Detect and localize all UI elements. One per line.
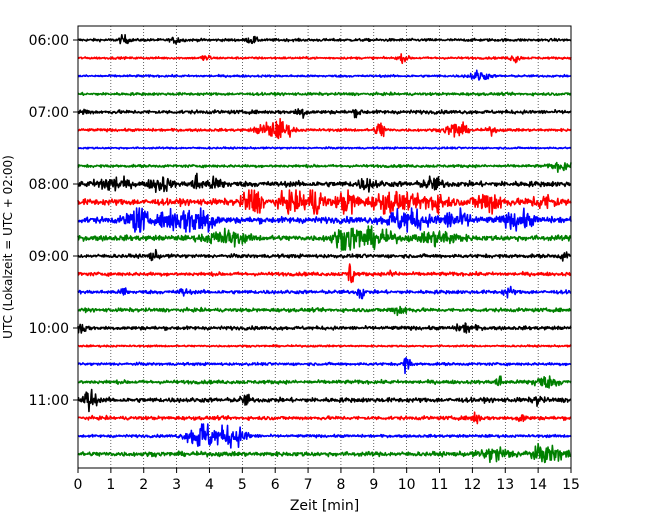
trace-0715 — [77, 117, 572, 140]
x-tick-label-4: 4 — [205, 477, 214, 493]
trace-1030 — [77, 357, 572, 375]
trace-0915 — [77, 263, 572, 284]
trace-0830 — [77, 207, 572, 233]
trace-0615 — [77, 53, 572, 65]
y-tick-label-0600: 06:00 — [29, 33, 69, 49]
plot-frame — [77, 25, 572, 469]
y-axis-ticks: 06:00 07:00 08:00 09:00 10:00 11:00 — [29, 33, 78, 409]
trace-0845 — [77, 225, 572, 251]
x-tick-label-2: 2 — [139, 477, 148, 493]
x-tick-label-13: 13 — [496, 477, 514, 493]
x-tick-label-9: 9 — [369, 477, 378, 493]
x-tick-label-7: 7 — [304, 477, 313, 493]
x-tick-label-12: 12 — [463, 477, 481, 493]
y-tick-label-1100: 11:00 — [29, 393, 69, 409]
trace-group — [77, 33, 572, 464]
trace-1130 — [77, 423, 572, 449]
trace-1000 — [77, 322, 572, 334]
x-tick-label-10: 10 — [398, 477, 416, 493]
x-axis-label: Zeit [min] — [290, 498, 359, 514]
x-tick-label-11: 11 — [431, 477, 449, 493]
trace-1100 — [77, 388, 572, 413]
y-tick-label-0900: 09:00 — [29, 249, 69, 265]
y-tick-label-0800: 08:00 — [29, 177, 69, 193]
x-tick-label-1: 1 — [106, 477, 115, 493]
trace-0815 — [77, 189, 572, 215]
x-tick-label-5: 5 — [238, 477, 247, 493]
trace-0630 — [77, 69, 572, 81]
y-tick-label-0700: 07:00 — [29, 105, 69, 121]
trace-0645 — [77, 91, 572, 97]
trace-1145 — [77, 442, 572, 464]
x-axis-ticks: 0 1 2 3 4 5 6 7 8 9 10 11 12 13 14 15 — [74, 468, 580, 493]
trace-0730 — [77, 146, 572, 150]
y-axis-label: UTC (Lokalzeit = UTC + 02:00) — [1, 155, 15, 339]
trace-0745 — [77, 161, 572, 173]
x-tick-label-3: 3 — [172, 477, 181, 493]
trace-0945 — [77, 305, 572, 317]
trace-0600 — [77, 33, 572, 45]
trace-1115 — [77, 411, 572, 425]
trace-1015 — [77, 344, 572, 348]
x-tick-label-6: 6 — [271, 477, 280, 493]
x-tick-label-8: 8 — [336, 477, 345, 493]
trace-0800 — [77, 172, 572, 193]
trace-0900 — [77, 248, 572, 262]
x-tick-label-0: 0 — [74, 477, 83, 493]
trace-1045 — [77, 375, 572, 389]
y-tick-label-1000: 10:00 — [29, 321, 69, 337]
trace-0700 — [77, 108, 572, 119]
x-tick-label-14: 14 — [529, 477, 547, 493]
x-tick-label-15: 15 — [562, 477, 580, 493]
trace-0930 — [77, 285, 572, 300]
